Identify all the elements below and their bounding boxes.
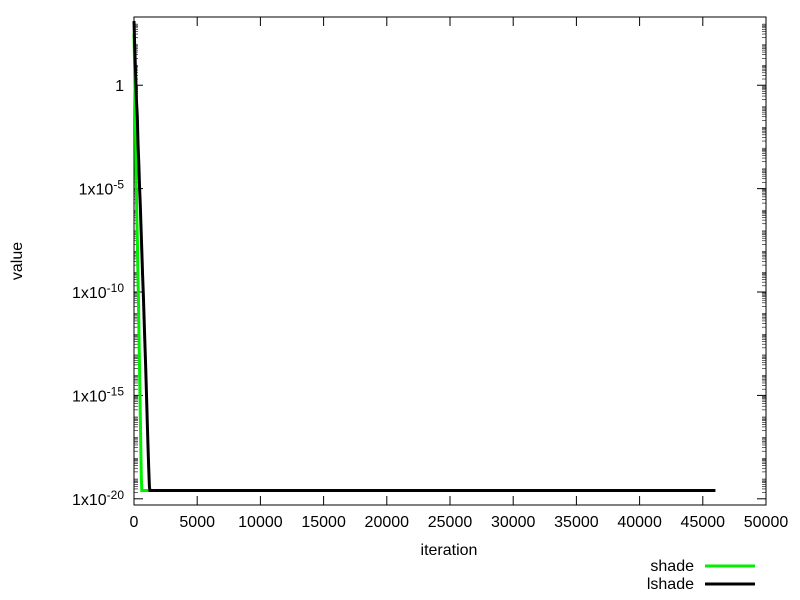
- x-tick-label: 5000: [179, 514, 215, 531]
- x-tick-label: 20000: [365, 514, 410, 531]
- y-axis-ticks: 1 1x10-5 1x10-10 1x10-15 1x10-20: [72, 23, 766, 509]
- x-tick-label: 15000: [301, 514, 346, 531]
- y-tick-label: 1x10-10: [72, 281, 124, 302]
- legend-label-lshade: lshade: [647, 576, 694, 593]
- x-tick-label: 10000: [238, 514, 283, 531]
- x-tick-label: 35000: [554, 514, 599, 531]
- y-axis-label: value: [9, 242, 26, 280]
- x-tick-label: 25000: [428, 514, 473, 531]
- y-tick-label: 1x10-20: [72, 488, 124, 509]
- x-tick-label: 50000: [744, 514, 789, 531]
- y-tick-label: 1: [115, 78, 124, 95]
- series-line-lshade: [132, 21, 716, 492]
- series-line-shade: [132, 33, 716, 492]
- x-tick-label: 45000: [681, 514, 726, 531]
- x-tick-label: 40000: [617, 514, 662, 531]
- y-tick-label: 1x10-5: [79, 178, 125, 199]
- x-axis-ticks: 0 5000 10000 15000 20000 25000 30000 35000 40000…: [130, 17, 789, 531]
- y-tick-label: 1x10-15: [72, 384, 124, 405]
- x-tick-label: 30000: [491, 514, 536, 531]
- x-tick-label: 0: [130, 514, 139, 531]
- plot-frame: [133, 16, 767, 506]
- series-layer: [132, 21, 716, 492]
- x-axis-label: iteration: [421, 542, 478, 559]
- legend-label-shade: shade: [650, 558, 694, 575]
